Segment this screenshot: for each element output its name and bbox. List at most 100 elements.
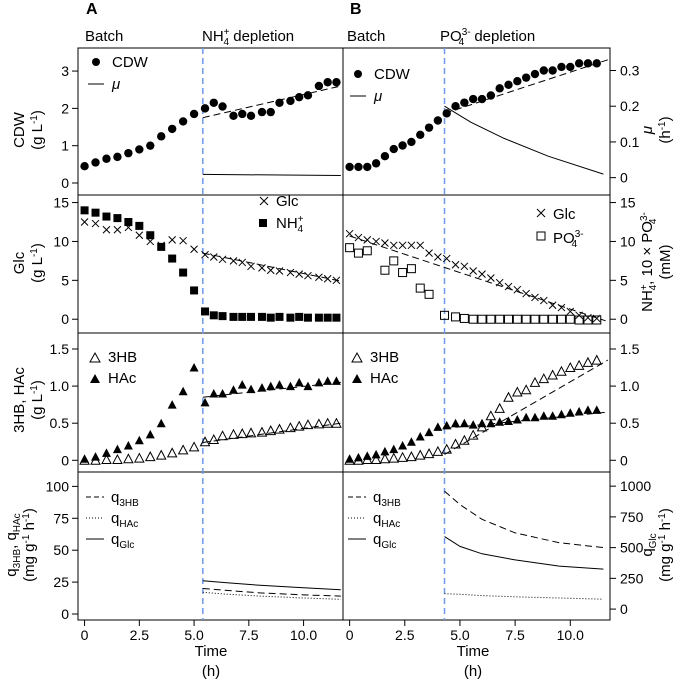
legend-3hb-label: 3HB [370, 349, 399, 366]
legend-qglc-label: qGlc [373, 531, 396, 551]
data-point-glc [389, 241, 398, 250]
y-tick-label: 0.1 [620, 134, 640, 150]
y-tick-label: 0 [620, 170, 628, 186]
panel-b-batch-label: Batch [347, 28, 385, 45]
data-point-glc [286, 268, 295, 277]
data-point-cdw [583, 59, 593, 68]
legend-a-row1: CDW μ [88, 54, 149, 93]
data-point-cdw [407, 137, 416, 147]
svg-text:(g L-1): (g L-1) [29, 110, 46, 150]
data-point-hac [512, 414, 522, 424]
series-line-cdw-fit [202, 85, 341, 119]
legend-b-row3: 3HB HAc [351, 349, 399, 387]
data-point-glc [381, 239, 389, 247]
legend-nh4-marker [259, 219, 267, 227]
data-point-glc [425, 249, 433, 257]
legend-glc-label: Glc [276, 193, 299, 210]
data-point-po43- [565, 314, 575, 324]
data-point-nh4- [201, 307, 210, 316]
data-point-glc [566, 307, 575, 316]
y-tick-label: 2 [61, 100, 69, 116]
svg-text:q3HB, qHAc: q3HB, qHAc [3, 513, 23, 576]
legend-cdw-label: CDW [112, 54, 149, 71]
data-point-3hb [406, 451, 417, 462]
y-tick-label: 3 [61, 63, 69, 79]
data-point-cdw [398, 141, 407, 150]
data-point-3hb [166, 447, 178, 458]
data-point-glc [113, 225, 122, 234]
legend-3hb-label: 3HB [108, 349, 137, 366]
data-point-po43- [362, 246, 372, 256]
data-point-hac [274, 380, 284, 389]
data-point-nh4- [179, 268, 188, 277]
data-point-hac [285, 381, 295, 391]
data-point-cdw [286, 96, 295, 106]
data-point-hac [503, 416, 513, 425]
legend-qhac-label: qHAc [111, 510, 138, 530]
legend-b-row4: q3HB qHAc qGlc [348, 489, 401, 551]
data-point-hac [565, 408, 575, 417]
data-point-3hb [573, 359, 585, 370]
data-point-nh4- [124, 218, 133, 226]
series-line-qglc [202, 580, 341, 591]
data-point-hac [294, 377, 304, 387]
data-point-3hb [591, 354, 603, 365]
data-point-hac [574, 406, 584, 416]
y-title-nutrients: NH+4, 10 × PO3-4 (mM) [639, 212, 674, 312]
data-point-3hb [322, 417, 333, 428]
y-title-mu: μ (h-1) [639, 116, 674, 143]
legend-hac-marker [90, 374, 100, 383]
data-point-hac [189, 363, 199, 372]
data-point-po43- [459, 313, 469, 323]
series-line-- [444, 105, 604, 175]
data-point-hac [178, 386, 188, 396]
data-point-po43- [495, 314, 505, 324]
y-tick-label: 1.5 [50, 341, 70, 357]
data-point-glc [102, 225, 111, 234]
data-point-hac [592, 405, 602, 414]
data-point-po43- [440, 310, 450, 320]
y-tick-label: 0 [620, 601, 628, 617]
series-line-- [202, 173, 341, 176]
data-point-cdw [416, 130, 425, 139]
legend-hac-label: HAc [108, 370, 137, 387]
data-point-3hb [432, 445, 444, 456]
data-point-po43- [548, 314, 558, 324]
data-point-3hb [79, 454, 90, 465]
data-point-po43- [477, 314, 487, 324]
data-point-3hb [476, 421, 488, 432]
y-tick-label: 50 [53, 542, 69, 558]
legend-a-row4: q3HB qHAc qGlc [86, 489, 139, 551]
data-point-glc [258, 264, 266, 272]
legend-glc-label: Glc [553, 206, 576, 223]
y-tick-label: 1.0 [620, 378, 640, 394]
data-point-cdw [102, 154, 111, 163]
data-point-cdw [504, 80, 513, 89]
data-point-cdw [157, 132, 166, 141]
data-point-cdw [218, 102, 227, 111]
data-point-po43- [468, 314, 478, 324]
data-point-nh4- [229, 312, 238, 321]
y-tick-label: 5 [620, 272, 628, 288]
panel-b-depletion-label: PO3-4 depletion [440, 27, 535, 48]
svg-text:NH+4, 10 × PO3-4: NH+4, 10 × PO3-4 [639, 212, 659, 312]
y-tick-label: 0.3 [620, 63, 640, 79]
data-point-hac [156, 418, 166, 428]
data-point-nh4- [303, 313, 312, 322]
data-point-cdw [167, 124, 177, 134]
panel-b-letter: B [350, 1, 362, 18]
data-point-hac [398, 440, 408, 450]
data-point-po43- [424, 289, 434, 299]
data-point-hac [548, 411, 558, 420]
data-point-hac [246, 384, 256, 394]
data-point-cdw [354, 162, 363, 172]
data-point-cdw [238, 109, 247, 119]
data-point-po43- [486, 314, 496, 324]
data-point-3hb [208, 433, 220, 445]
y-tick-label: 0.2 [620, 98, 640, 114]
data-point-nh4- [247, 312, 256, 321]
data-point-3hb [256, 426, 268, 437]
data-point-3hb [123, 453, 134, 464]
y-title-glc: Glc (g L-1) [11, 243, 46, 283]
data-point-glc [469, 267, 478, 275]
